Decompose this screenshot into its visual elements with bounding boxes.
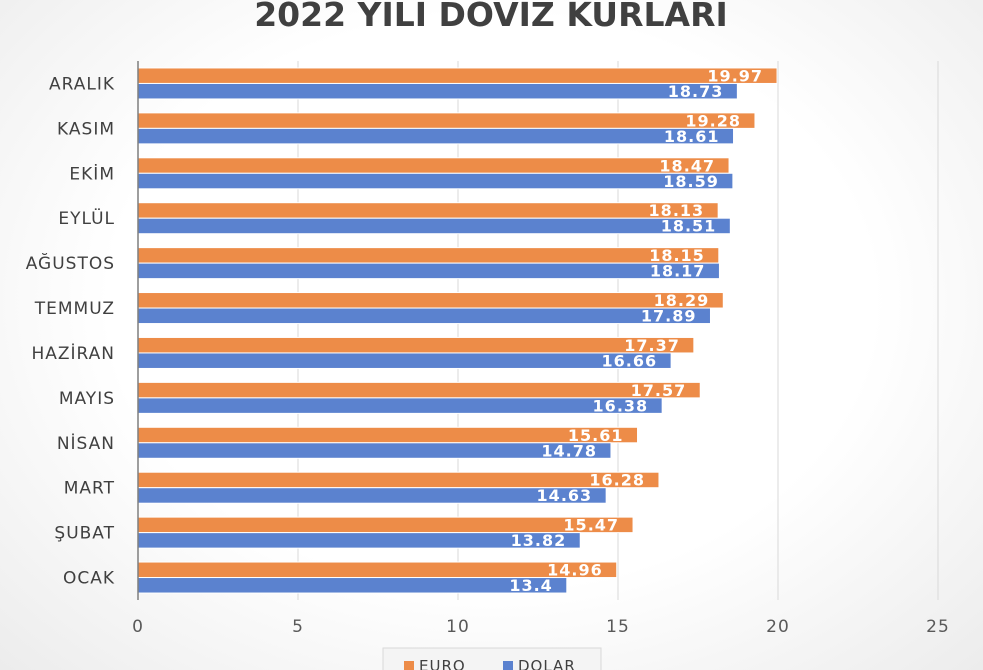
euro-label-6: 18.29 (654, 291, 710, 310)
euro-bar-9 (137, 157, 730, 174)
euro-label-2: 16.28 (589, 471, 645, 490)
legend: EURO DOLAR (382, 647, 602, 670)
category-label-3: NİSAN (57, 433, 115, 454)
euro-label-5: 17.37 (624, 336, 680, 355)
euro-label-7: 18.15 (649, 246, 705, 265)
dolar-label-6: 17.89 (641, 307, 697, 326)
category-label-9: EKİM (69, 163, 115, 184)
euro-label-4: 17.57 (631, 381, 687, 400)
chart-title: 2022 YILI DÖVİZ KURLARI (254, 0, 728, 34)
euro-bar-10 (137, 112, 756, 129)
dolar-label-10: 18.61 (664, 127, 720, 146)
bars (137, 67, 778, 594)
dolar-label-1: 13.82 (511, 531, 567, 550)
euro-label-3: 15.61 (568, 426, 624, 445)
gridlines (297, 61, 939, 600)
dolar-bar-3 (137, 442, 612, 459)
euro-label-8: 18.13 (649, 201, 705, 220)
x-tick-label-10: 10 (446, 617, 470, 637)
dolar-label-8: 18.51 (661, 217, 717, 236)
category-label-7: AĞUSTOS (26, 252, 115, 274)
dolar-bar-9 (137, 172, 734, 190)
category-label-8: EYLÜL (58, 207, 115, 229)
x-tick-labels: 0 5 10 15 20 25 (132, 617, 950, 637)
category-label-4: MAYIS (59, 389, 115, 409)
category-label-11: ARALIK (49, 74, 115, 94)
euro-bar-8 (137, 202, 719, 219)
dolar-label-11: 18.73 (668, 82, 724, 101)
euro-label-1: 15.47 (563, 516, 619, 535)
dolar-bar-8 (137, 217, 731, 235)
category-label-0: OCAK (63, 569, 115, 589)
dolar-label-0: 13.4 (509, 576, 552, 595)
category-label-5: HAZİRAN (31, 343, 115, 364)
category-label-1: ŞUBAT (54, 524, 115, 544)
euro-label-11: 19.97 (707, 66, 763, 85)
dolar-bar-0 (137, 577, 568, 594)
euro-label-0: 14.96 (547, 561, 603, 580)
euro-label-9: 18.47 (659, 156, 715, 175)
dolar-bar-5 (137, 352, 672, 369)
dolar-bar-7 (137, 262, 720, 280)
legend-swatch-euro (404, 661, 414, 670)
dolar-bar-10 (137, 127, 735, 145)
euro-bar-7 (137, 247, 720, 264)
category-labels: OCAK ŞUBAT MART NİSAN MAYIS HAZİRAN TEMMUZ AĞUS… (26, 74, 115, 589)
category-label-6: TEMMUZ (34, 299, 115, 319)
x-tick-label-20: 20 (766, 617, 790, 637)
legend-label-euro: EURO (419, 657, 466, 670)
dolar-label-7: 18.17 (650, 262, 706, 281)
x-tick-label-25: 25 (926, 617, 950, 637)
x-tick-label-15: 15 (606, 617, 630, 637)
dolar-label-5: 16.66 (602, 351, 658, 370)
dolar-label-9: 18.59 (663, 172, 719, 191)
dolar-bar-6 (137, 307, 711, 325)
category-label-10: KASIM (57, 119, 115, 139)
dolar-label-2: 14.63 (537, 486, 593, 505)
legend-box (382, 647, 602, 670)
dolar-bar-4 (137, 397, 663, 414)
dolar-bar-11 (137, 82, 738, 100)
dolar-label-4: 16.38 (593, 396, 649, 415)
euro-bar-6 (137, 292, 724, 309)
legend-swatch-dolar (503, 661, 513, 670)
x-tick-label-0: 0 (132, 617, 144, 637)
category-label-2: MART (64, 479, 115, 499)
x-tick-label-5: 5 (292, 617, 304, 637)
dolar-label-3: 14.78 (541, 441, 597, 460)
legend-label-dolar: DOLAR (518, 657, 576, 670)
euro-label-10: 19.28 (685, 111, 741, 130)
